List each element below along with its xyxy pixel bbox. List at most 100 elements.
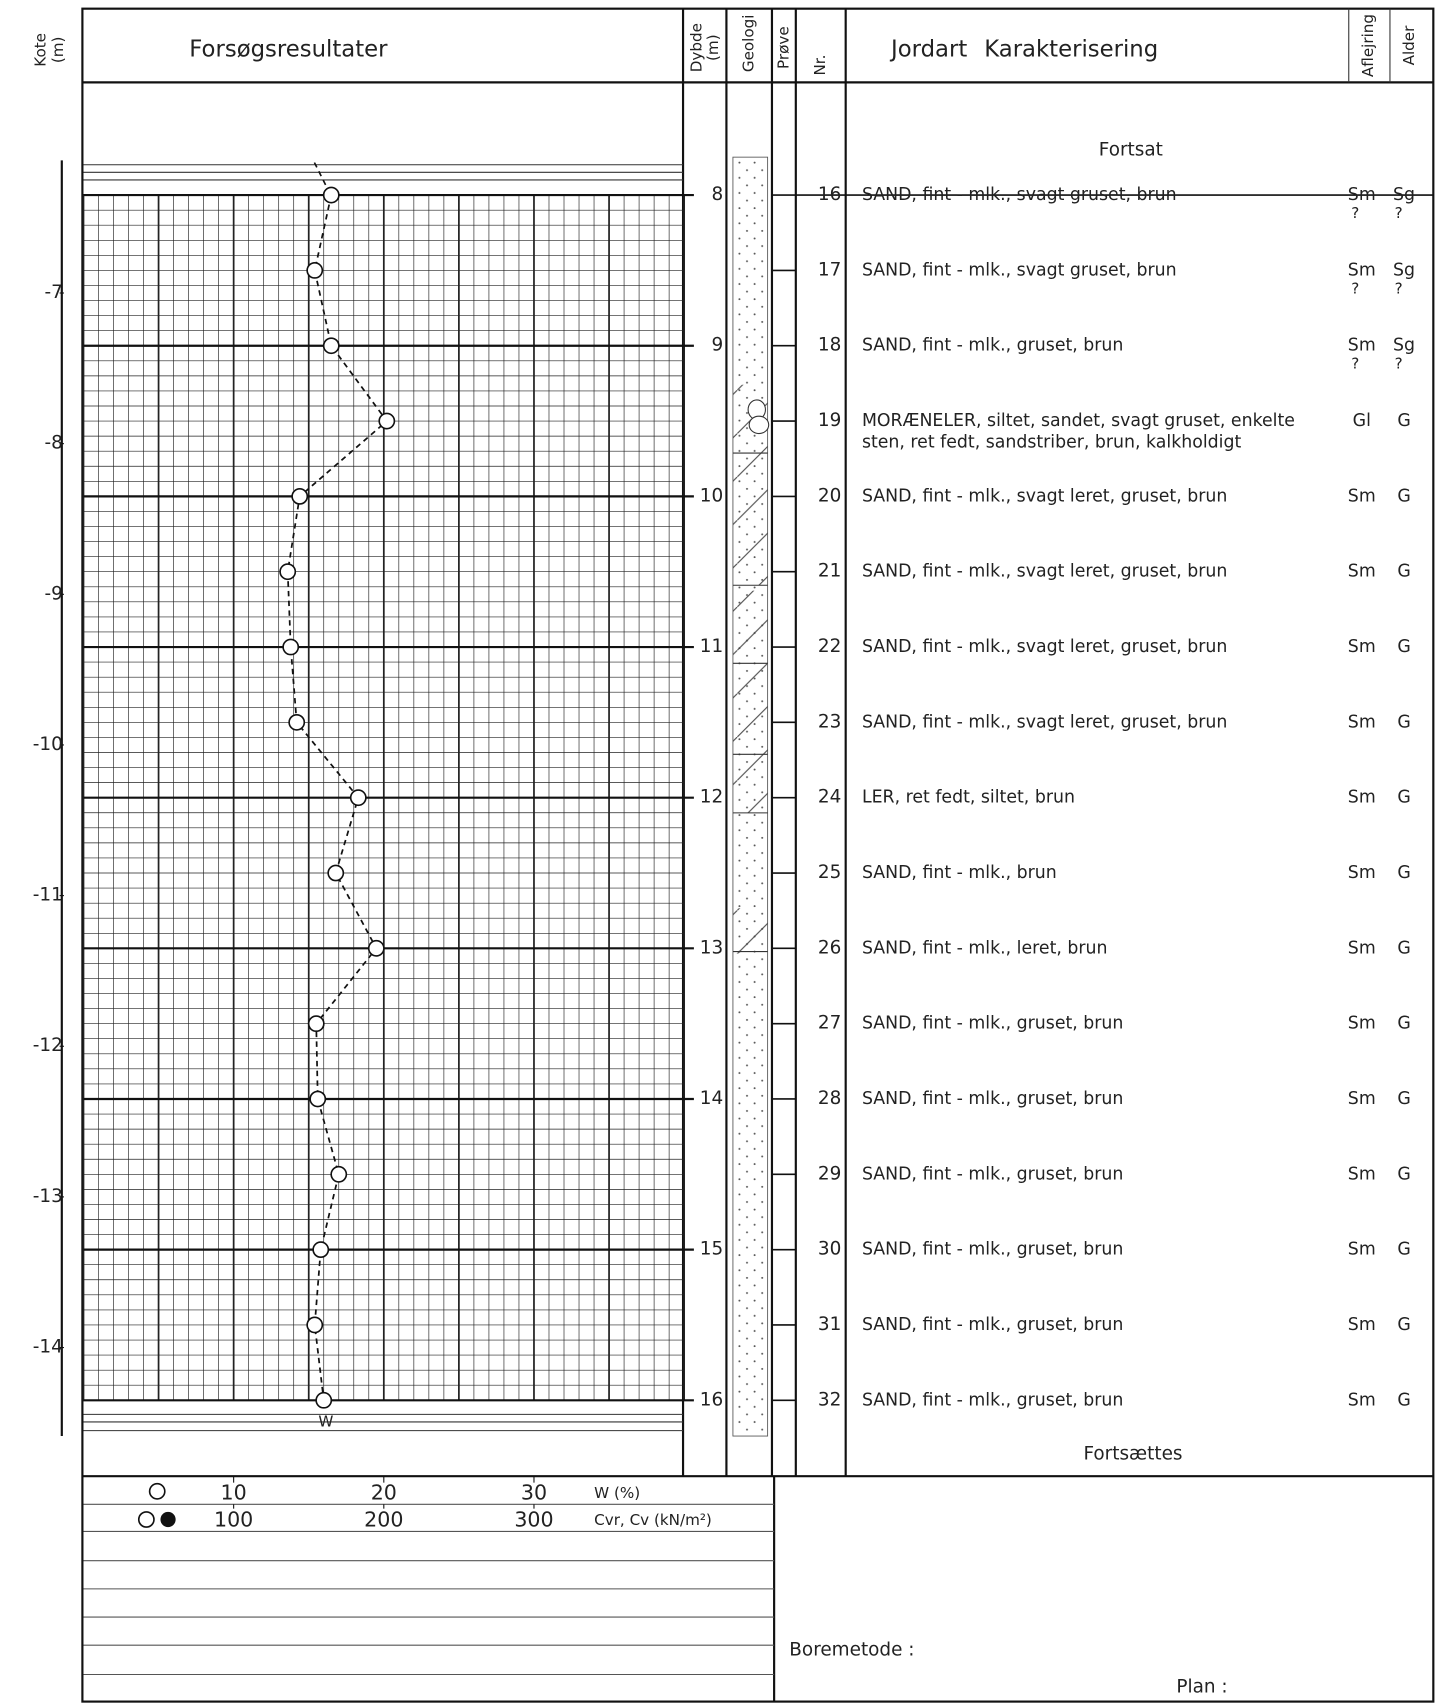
sample-aflejring: Sm: [1348, 1164, 1376, 1184]
sample-alder: G: [1397, 1089, 1410, 1109]
depth-tick-label: 14: [700, 1088, 723, 1109]
sample-description: SAND, fint - mlk., brun: [862, 863, 1057, 883]
sample-nr: 26: [818, 937, 841, 958]
w-symbol: [150, 1484, 165, 1499]
sample-description: SAND, fint - mlk., gruset, brun: [862, 1014, 1123, 1034]
data-point: [316, 1393, 331, 1408]
sample-description: sten, ret fedt, sandstriber, brun, kalkh…: [862, 433, 1242, 453]
alder-header: Alder: [1400, 25, 1418, 66]
data-point: [324, 338, 339, 353]
sample-description: SAND, fint - mlk., svagt gruset, brun: [862, 260, 1177, 280]
x-tick-label: 30: [521, 1480, 547, 1504]
sample-nr: 28: [818, 1088, 841, 1109]
nr-header: Nr.: [811, 55, 829, 76]
sample-aflejring: Sm: [1348, 788, 1376, 808]
kote-tick-label: -10: [33, 734, 63, 755]
kote-unit: (m): [49, 37, 67, 64]
data-point: [310, 1091, 325, 1106]
data-point: [289, 715, 304, 730]
data-point: [328, 865, 343, 880]
geologi-header: Geologi: [740, 15, 758, 73]
x2-tick-label: 100: [214, 1508, 253, 1532]
kote-tick-label: -14: [33, 1337, 63, 1358]
sample-nr: 31: [818, 1314, 841, 1335]
data-point: [369, 941, 384, 956]
sample-description: SAND, fint - mlk., gruset, brun: [862, 1089, 1123, 1109]
sample-nr: 17: [818, 259, 841, 280]
sample-alder: G: [1397, 712, 1410, 732]
sample-aflejring: Sm: [1348, 938, 1376, 958]
sample-alder: G: [1397, 411, 1410, 431]
depth-tick-label: 8: [711, 184, 723, 205]
sample-description: SAND, fint - mlk., gruset, brun: [862, 336, 1123, 356]
sample-nr: 29: [818, 1163, 841, 1184]
sample-alder: G: [1397, 1014, 1410, 1034]
kote-tick-label: -12: [33, 1035, 63, 1056]
sample-nr: 32: [818, 1389, 841, 1410]
sample-nr: 20: [818, 485, 841, 506]
sample-aflejring: Sm: [1348, 260, 1376, 280]
data-point: [307, 1317, 322, 1332]
kote-label: Kote: [32, 33, 50, 67]
depth-tick-label: 11: [700, 636, 723, 657]
sample-nr: 30: [818, 1239, 841, 1260]
data-point: [307, 263, 322, 278]
depth-tick-label: 12: [700, 787, 723, 808]
sample-alder: G: [1397, 562, 1410, 582]
depth-tick-label: 13: [700, 937, 723, 958]
sample-nr: 19: [818, 410, 841, 431]
data-point: [324, 187, 339, 202]
cv-symbol-open: [139, 1512, 154, 1527]
x2-tick-label: 200: [364, 1508, 403, 1532]
aflejring-note: ?: [1351, 355, 1359, 373]
sample-aflejring: Sm: [1348, 1315, 1376, 1335]
kote-tick-label: -8: [45, 433, 63, 454]
sample-nr: 21: [818, 561, 841, 582]
sample-aflejring: Sm: [1348, 336, 1376, 356]
data-point: [309, 1016, 324, 1031]
sample-alder: G: [1397, 1240, 1410, 1260]
depth-tick-label: 15: [700, 1239, 723, 1260]
data-point: [280, 564, 295, 579]
kote-tick-label: -13: [33, 1186, 63, 1207]
sample-description: SAND, fint - mlk., gruset, brun: [862, 1390, 1123, 1410]
x-tick-label: 10: [221, 1480, 247, 1504]
cv-symbol-filled: [160, 1512, 175, 1527]
sample-alder: G: [1397, 1390, 1410, 1410]
sample-aflejring: Sm: [1348, 637, 1376, 657]
sample-aflejring: Sm: [1348, 712, 1376, 732]
alder-note: ?: [1395, 204, 1403, 222]
aflejring-note: ?: [1351, 204, 1359, 222]
series-label: W: [318, 1412, 333, 1430]
depth-tick-label: 10: [700, 485, 723, 506]
borehole-log: Kote(m) Forsøgsresultater Dybde(m) Geolo…: [0, 0, 1442, 1707]
boremetode: Boremetode :: [789, 1640, 914, 1661]
sample-alder: Sg: [1393, 260, 1415, 280]
data-point: [292, 489, 307, 504]
sample-nr: 18: [818, 335, 841, 356]
kote-tick-label: -7: [45, 282, 63, 303]
data-point: [313, 1242, 328, 1257]
depth-tick-label: 16: [700, 1389, 723, 1410]
depth-tick-label: 9: [711, 335, 723, 356]
sample-aflejring: Sm: [1348, 185, 1376, 205]
sample-description: SAND, fint - mlk., svagt leret, gruset, …: [862, 486, 1227, 506]
kote-tick-label: -11: [33, 885, 63, 906]
sample-description: MORÆNELER, siltet, sandet, svagt gruset,…: [862, 411, 1295, 431]
sample-alder: G: [1397, 788, 1410, 808]
alder-note: ?: [1395, 279, 1403, 297]
aflejring-header: Aflejring: [1359, 14, 1377, 77]
x-tick-label: 20: [371, 1480, 397, 1504]
sample-alder: G: [1397, 486, 1410, 506]
kote-tick-label: -9: [45, 583, 63, 604]
sample-alder: Sg: [1393, 336, 1415, 356]
depth-unit: (m): [704, 34, 722, 61]
karakterisering-header: Karakterisering: [984, 36, 1158, 62]
sample-alder: G: [1397, 863, 1410, 883]
data-point: [379, 413, 394, 428]
layout: [62, 9, 1434, 1702]
continues: Fortsættes: [1083, 1443, 1182, 1464]
data-point: [283, 639, 298, 654]
sample-nr: 27: [818, 1013, 841, 1034]
sample-description: LER, ret fedt, siltet, brun: [862, 788, 1075, 808]
